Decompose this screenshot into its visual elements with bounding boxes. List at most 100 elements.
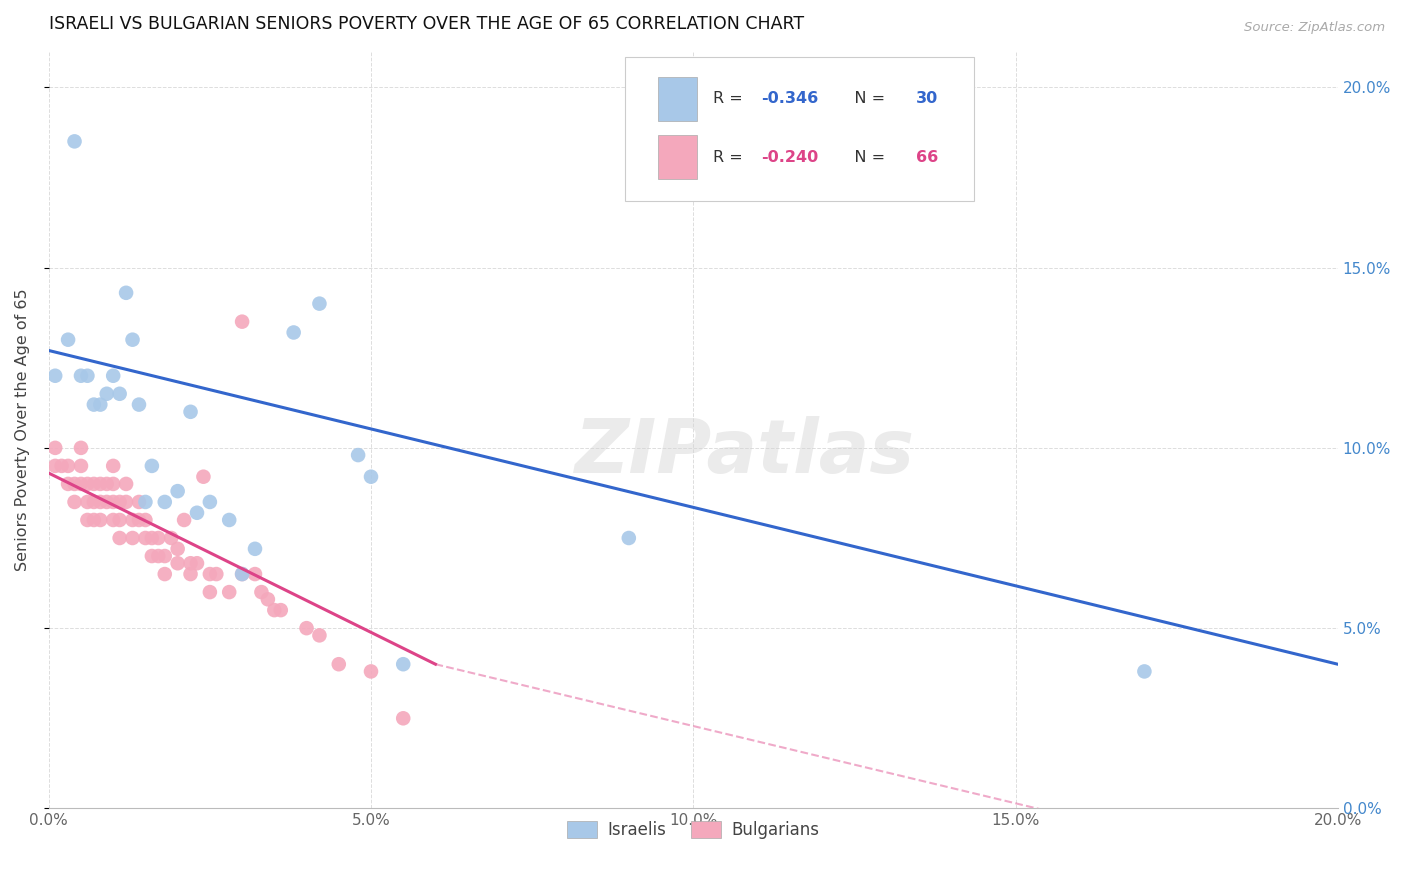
- Point: [115, 285, 138, 300]
- Point: [134, 531, 156, 545]
- Point: [108, 386, 131, 401]
- Text: -0.346: -0.346: [762, 91, 818, 106]
- Point: [76, 368, 98, 383]
- Point: [186, 506, 208, 520]
- Point: [166, 484, 188, 499]
- Point: [103, 495, 125, 509]
- Point: [173, 513, 195, 527]
- Point: [83, 513, 105, 527]
- Point: [1133, 665, 1156, 679]
- Point: [263, 603, 285, 617]
- Point: [121, 333, 143, 347]
- Point: [198, 567, 221, 582]
- Point: [308, 628, 330, 642]
- Point: [141, 458, 163, 473]
- Point: [198, 495, 221, 509]
- Point: [96, 386, 118, 401]
- Point: [231, 315, 253, 329]
- Text: N =: N =: [839, 91, 890, 106]
- Point: [76, 495, 98, 509]
- Point: [96, 495, 118, 509]
- Legend: Israelis, Bulgarians: Israelis, Bulgarians: [561, 814, 825, 846]
- Point: [243, 541, 266, 556]
- Point: [180, 405, 202, 419]
- Point: [70, 458, 93, 473]
- Point: [89, 513, 111, 527]
- Point: [128, 513, 150, 527]
- Point: [44, 458, 66, 473]
- Point: [103, 477, 125, 491]
- Point: [70, 368, 93, 383]
- Point: [231, 567, 253, 582]
- Text: ISRAELI VS BULGARIAN SENIORS POVERTY OVER THE AGE OF 65 CORRELATION CHART: ISRAELI VS BULGARIAN SENIORS POVERTY OVE…: [49, 15, 804, 33]
- Point: [153, 549, 176, 563]
- Point: [63, 495, 86, 509]
- Point: [160, 531, 183, 545]
- Point: [166, 541, 188, 556]
- Point: [283, 326, 305, 340]
- Text: R =: R =: [713, 91, 748, 106]
- Point: [44, 368, 66, 383]
- Point: [392, 711, 415, 725]
- Point: [89, 495, 111, 509]
- Point: [392, 657, 415, 672]
- Text: Source: ZipAtlas.com: Source: ZipAtlas.com: [1244, 21, 1385, 34]
- Point: [76, 513, 98, 527]
- Point: [295, 621, 318, 635]
- Point: [83, 477, 105, 491]
- Point: [128, 495, 150, 509]
- Point: [360, 469, 382, 483]
- Point: [70, 441, 93, 455]
- Point: [360, 665, 382, 679]
- Text: -0.240: -0.240: [762, 150, 818, 165]
- Point: [89, 398, 111, 412]
- Point: [56, 458, 79, 473]
- Point: [186, 556, 208, 570]
- Point: [121, 531, 143, 545]
- Point: [270, 603, 292, 617]
- Point: [83, 398, 105, 412]
- Text: ZIPatlas: ZIPatlas: [575, 416, 915, 489]
- Point: [121, 513, 143, 527]
- Point: [257, 592, 280, 607]
- Point: [108, 513, 131, 527]
- Point: [83, 495, 105, 509]
- Point: [243, 567, 266, 582]
- Point: [76, 477, 98, 491]
- FancyBboxPatch shape: [658, 77, 697, 121]
- Point: [96, 477, 118, 491]
- Point: [56, 333, 79, 347]
- Point: [51, 458, 73, 473]
- Point: [180, 567, 202, 582]
- Point: [231, 567, 253, 582]
- Point: [115, 477, 138, 491]
- Point: [103, 458, 125, 473]
- Point: [617, 531, 640, 545]
- Point: [148, 531, 170, 545]
- Point: [328, 657, 350, 672]
- Point: [153, 495, 176, 509]
- Point: [347, 448, 370, 462]
- FancyBboxPatch shape: [624, 56, 974, 202]
- Point: [218, 585, 240, 599]
- Point: [56, 477, 79, 491]
- Point: [308, 296, 330, 310]
- Text: 66: 66: [917, 150, 939, 165]
- Point: [218, 513, 240, 527]
- Point: [63, 477, 86, 491]
- Text: N =: N =: [839, 150, 890, 165]
- Point: [70, 477, 93, 491]
- Point: [180, 556, 202, 570]
- Point: [250, 585, 273, 599]
- Point: [153, 567, 176, 582]
- Point: [128, 398, 150, 412]
- Point: [134, 495, 156, 509]
- Y-axis label: Seniors Poverty Over the Age of 65: Seniors Poverty Over the Age of 65: [15, 288, 30, 571]
- Text: 30: 30: [917, 91, 939, 106]
- Point: [134, 513, 156, 527]
- Point: [103, 513, 125, 527]
- Point: [148, 549, 170, 563]
- Point: [89, 477, 111, 491]
- Point: [141, 549, 163, 563]
- FancyBboxPatch shape: [658, 136, 697, 179]
